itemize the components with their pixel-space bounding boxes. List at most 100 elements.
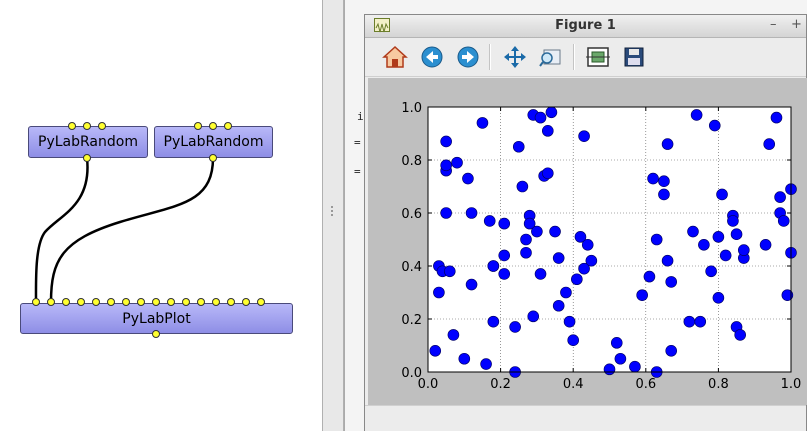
input-port[interactable] — [197, 298, 205, 306]
scatter-point — [440, 159, 452, 172]
save-icon[interactable] — [621, 44, 647, 70]
scatter-point — [443, 265, 456, 278]
scatter-point — [581, 239, 594, 251]
app-icon — [374, 18, 390, 33]
scatter-point — [440, 207, 452, 219]
scatter-point — [541, 167, 554, 180]
input-port[interactable] — [224, 122, 232, 130]
output-port[interactable] — [209, 154, 217, 162]
editor-text: = — [354, 136, 361, 149]
dataflow-canvas[interactable]: PyLabRandom PyLabRandom PyLabPlot — [0, 0, 322, 431]
scatter-point — [716, 188, 728, 201]
x-tick-label: 0.0 — [418, 377, 439, 392]
input-port[interactable] — [242, 298, 250, 306]
figure-statusbar — [365, 405, 806, 431]
input-port[interactable] — [47, 298, 55, 306]
scatter-point — [480, 358, 492, 370]
scatter-point — [734, 329, 746, 341]
minimize-button[interactable]: – — [770, 17, 777, 32]
output-port[interactable] — [83, 154, 91, 162]
node-label: PyLabRandom — [38, 134, 138, 150]
scatter-point — [705, 265, 717, 278]
scatter-point — [560, 286, 572, 299]
scatter-point — [487, 260, 500, 272]
output-port[interactable] — [152, 330, 160, 338]
input-port[interactable] — [62, 298, 70, 306]
scatter-point — [712, 292, 725, 304]
input-port[interactable] — [152, 298, 160, 306]
scatter-point — [523, 217, 536, 230]
input-port[interactable] — [68, 122, 76, 130]
scatter-point — [527, 310, 540, 323]
plot-axes-frame — [427, 106, 792, 373]
scatter-point — [585, 254, 598, 267]
scatter-point — [661, 254, 674, 267]
scatter-point — [512, 140, 525, 153]
scatter-point — [498, 217, 511, 230]
scatter-point — [429, 344, 442, 357]
scatter-point — [465, 207, 478, 219]
input-port[interactable] — [92, 298, 100, 306]
x-tick-label: 0.8 — [708, 377, 729, 392]
forward-icon[interactable] — [455, 44, 481, 70]
scatter-point — [549, 225, 561, 238]
scatter-point — [698, 239, 710, 251]
input-port[interactable] — [212, 298, 220, 306]
zoom-icon[interactable] — [538, 44, 564, 70]
input-port[interactable] — [32, 298, 40, 306]
scatter-point — [603, 363, 616, 376]
figure-window[interactable]: Figure 1 – + — [364, 14, 807, 431]
scatter-point — [629, 360, 641, 373]
scatter-point — [574, 231, 587, 243]
scatter-point — [476, 117, 489, 129]
dataflow-wires — [34, 157, 215, 303]
input-port[interactable] — [227, 298, 235, 306]
x-tick-label: 0.6 — [635, 377, 656, 392]
maximize-button[interactable]: + — [791, 17, 802, 32]
toolbar-separator — [489, 44, 491, 70]
scatter-point — [694, 315, 707, 328]
scatter-point — [433, 286, 445, 299]
input-port[interactable] — [107, 298, 115, 306]
input-port[interactable] — [122, 298, 130, 306]
input-port[interactable] — [77, 298, 85, 306]
scatter-point — [520, 233, 532, 246]
scatter-point — [534, 111, 547, 124]
back-icon[interactable] — [419, 44, 445, 70]
input-port[interactable] — [83, 122, 91, 130]
editor-text: = — [354, 165, 361, 178]
plot-canvas[interactable]: 0.0 0.2 0.4 0.6 0.8 1.0 0.0 0.2 0.4 0.6 0.8 1.0 — [368, 78, 807, 405]
pan-icon[interactable] — [502, 44, 528, 70]
input-port[interactable] — [194, 122, 202, 130]
input-port[interactable] — [167, 298, 175, 306]
scatter-point — [610, 337, 623, 349]
input-port[interactable] — [182, 298, 190, 306]
home-icon[interactable] — [382, 44, 408, 70]
input-port[interactable] — [98, 122, 106, 130]
y-tick-label: 0.6 — [401, 207, 422, 222]
scatter-point — [665, 344, 678, 357]
node-label: PyLabPlot — [122, 311, 191, 327]
input-port[interactable] — [137, 298, 145, 306]
scatter-point — [520, 246, 532, 259]
y-tick-label: 0.8 — [401, 154, 422, 169]
configure-subplots-icon[interactable] — [585, 44, 611, 70]
scatter-point — [465, 278, 478, 291]
input-port[interactable] — [209, 122, 217, 130]
node-pylabrandom-1[interactable]: PyLabRandom — [28, 126, 148, 158]
scatter-point — [712, 231, 725, 243]
scatter-point — [683, 315, 696, 328]
scatter-point — [763, 138, 776, 150]
scatter-point — [498, 249, 511, 262]
scatter-point — [487, 315, 500, 328]
node-pylabplot[interactable]: PyLabPlot — [20, 303, 293, 334]
input-port[interactable] — [257, 298, 265, 306]
scatter-point — [719, 249, 732, 262]
scatter-point — [777, 215, 790, 227]
scatter-point — [447, 329, 460, 341]
y-tick-label: 0.4 — [401, 260, 422, 275]
figure-titlebar[interactable]: Figure 1 – + — [365, 15, 806, 38]
y-tick-label: 1.0 — [401, 101, 422, 116]
pane-splitter[interactable] — [322, 0, 344, 431]
scatter-point — [730, 228, 743, 240]
